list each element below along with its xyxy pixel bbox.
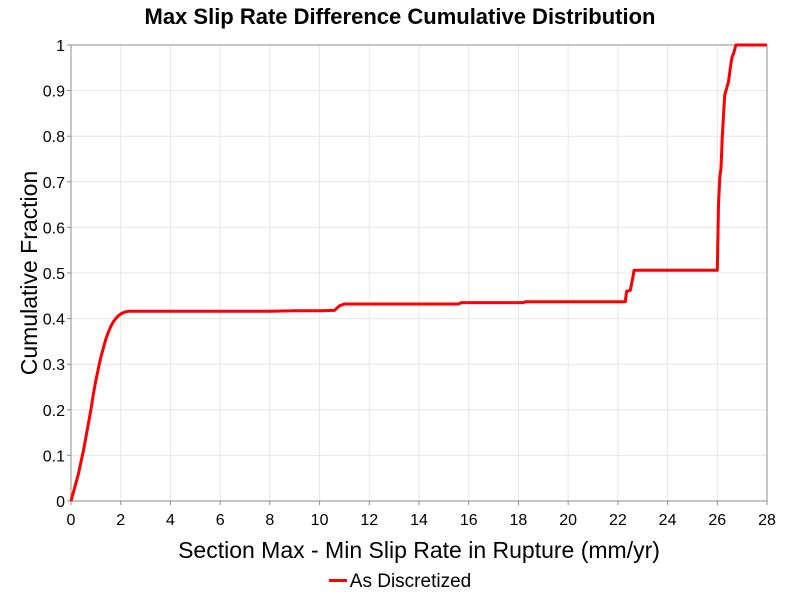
legend-swatch xyxy=(328,579,347,583)
x-axis-title: Section Max - Min Slip Rate in Rupture (… xyxy=(178,537,660,563)
y-tick-label: 0.9 xyxy=(43,84,65,101)
chart-title: Max Slip Rate Difference Cumulative Dist… xyxy=(144,4,656,29)
y-tick-label: 0.5 xyxy=(43,266,65,283)
x-tick-label: 18 xyxy=(510,512,528,529)
series-line xyxy=(69,43,767,502)
x-tick-label: 2 xyxy=(116,512,125,529)
x-tick-label: 6 xyxy=(216,512,225,529)
x-tick-label: 14 xyxy=(410,512,428,529)
x-tick-label: 26 xyxy=(708,512,726,529)
y-tick-label: 0.8 xyxy=(43,129,65,146)
y-tick-label: 0.4 xyxy=(43,312,65,329)
x-tick-label: 16 xyxy=(460,512,478,529)
y-tick-label: 0.1 xyxy=(43,448,65,465)
y-tick-label: 0 xyxy=(56,494,65,511)
y-axis-title: Cumulative Fraction xyxy=(16,171,42,376)
x-tick-label: 28 xyxy=(758,512,776,529)
x-tick-label: 24 xyxy=(659,512,677,529)
x-tick-label: 22 xyxy=(609,512,627,529)
x-tick-label: 0 xyxy=(67,512,76,529)
y-tick-label: 0.7 xyxy=(43,175,65,192)
legend: As Discretized xyxy=(0,571,800,593)
grid xyxy=(70,44,768,502)
y-tick-label: 0.3 xyxy=(43,357,65,374)
legend-label: As Discretized xyxy=(349,571,472,592)
ticks: 0 2 4 6 8 10 12 14 16 18 20 22 24 26 2800.10.20.30.40.… xyxy=(43,38,776,529)
x-tick-label: 10 xyxy=(311,512,329,529)
x-tick-label: 12 xyxy=(360,512,378,529)
y-tick-label: 1 xyxy=(56,38,65,55)
series-layer xyxy=(69,43,767,502)
y-tick-label: 0.6 xyxy=(43,220,65,237)
x-tick-label: 20 xyxy=(559,512,577,529)
y-tick-label: 0.2 xyxy=(43,403,65,420)
x-tick-label: 4 xyxy=(166,512,175,529)
x-tick-label: 8 xyxy=(265,512,274,529)
